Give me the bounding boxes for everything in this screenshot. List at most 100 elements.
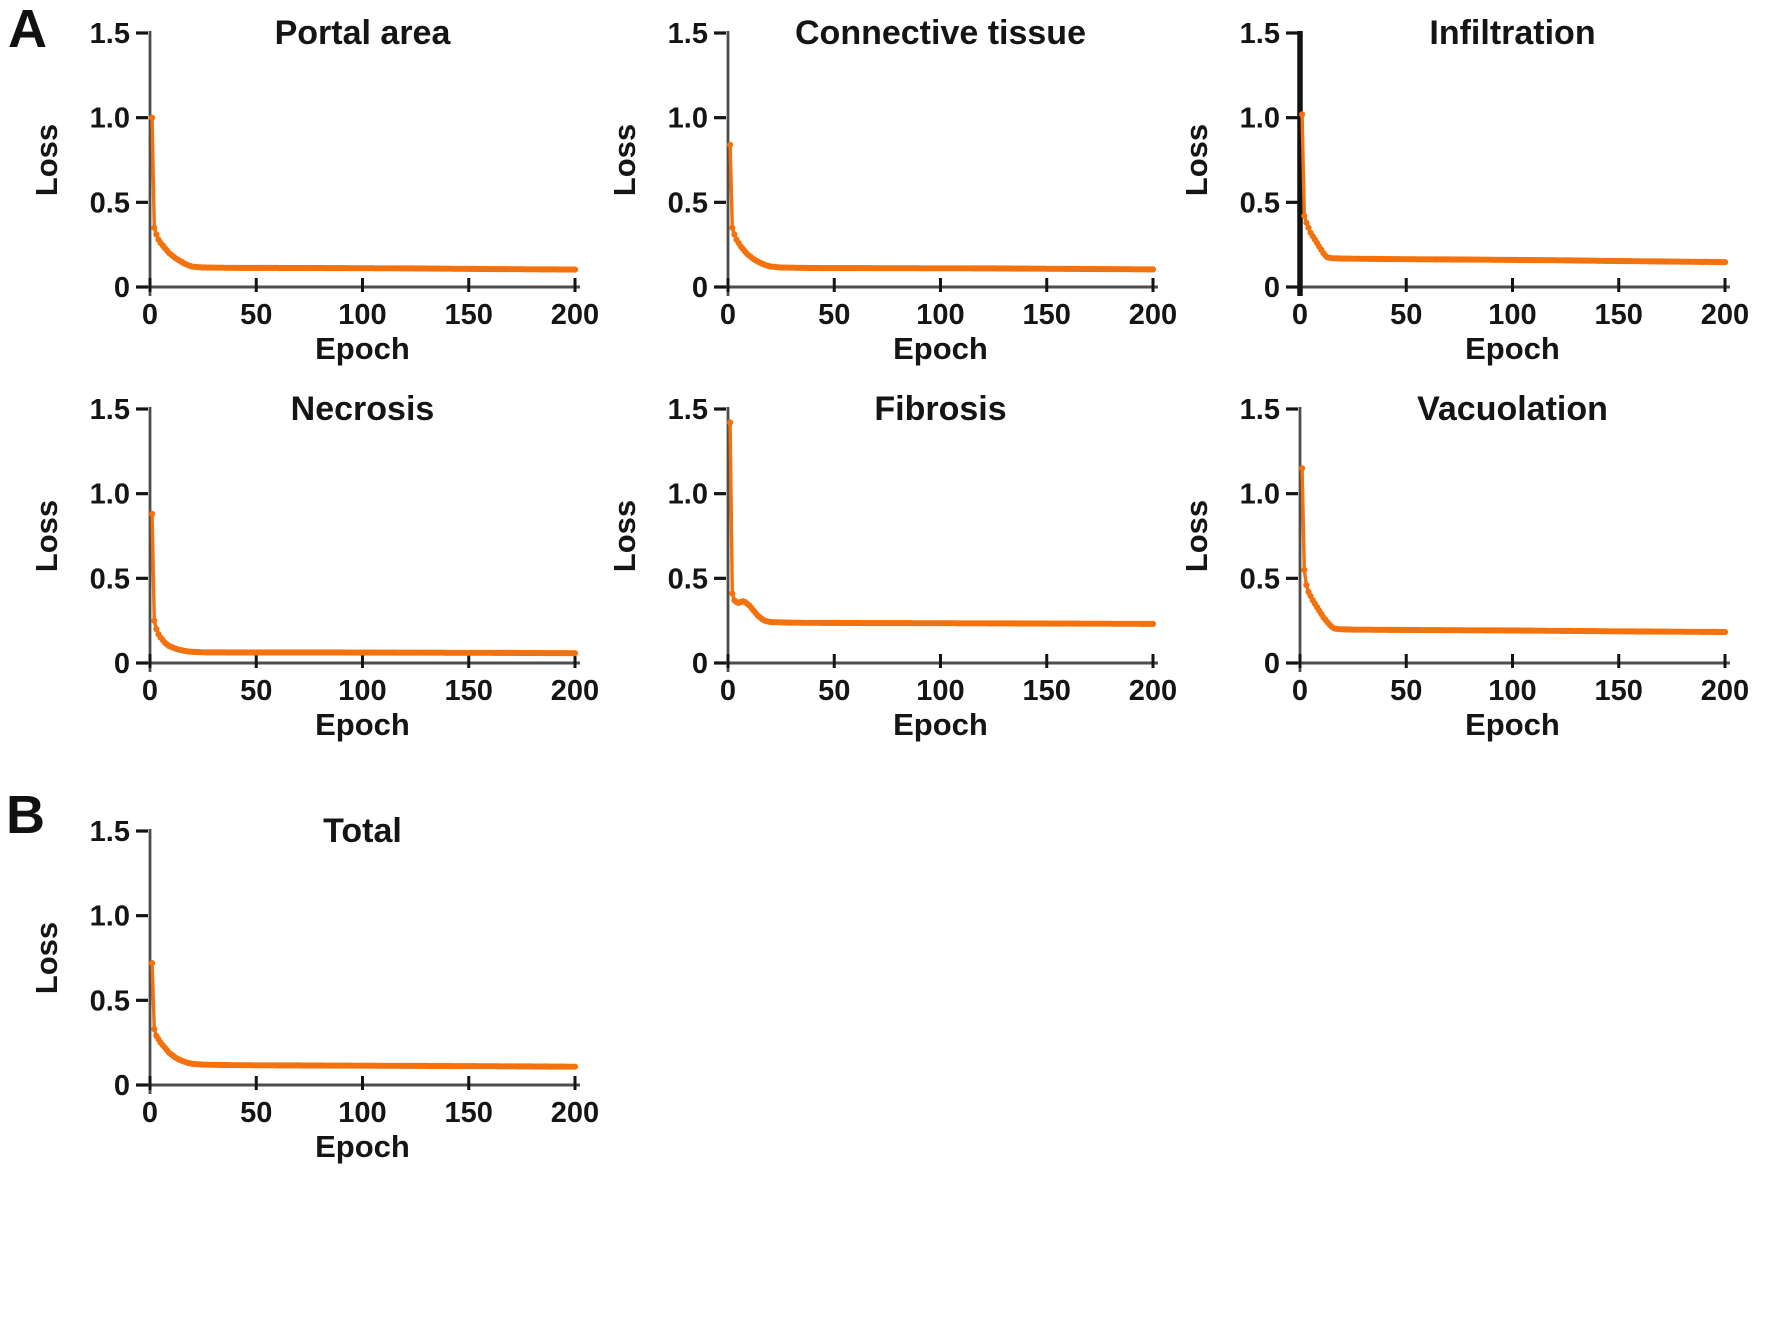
axes: 0 50 100 150 200 0 0.5 1.0 1.5 bbox=[1240, 394, 1750, 707]
y-tick-label: 0 bbox=[114, 272, 130, 304]
x-tick-label: 50 bbox=[240, 675, 272, 707]
x-tick-label: 50 bbox=[1390, 299, 1422, 331]
loss-line bbox=[150, 961, 577, 1069]
x-tick-label: 200 bbox=[1129, 299, 1177, 331]
loss-line bbox=[1300, 112, 1727, 264]
y-tick-label: 0 bbox=[692, 648, 708, 680]
y-tick-label: 1.0 bbox=[90, 479, 130, 511]
x-tick-label: 0 bbox=[720, 675, 736, 707]
y-tick-label: 0 bbox=[1264, 272, 1280, 304]
chart-title: Fibrosis bbox=[874, 390, 1006, 428]
x-tick-label: 0 bbox=[142, 1097, 158, 1129]
loss-line bbox=[728, 420, 1155, 626]
panel-b-label: B bbox=[6, 785, 45, 845]
x-tick-label: 0 bbox=[142, 299, 158, 331]
x-axis-label: Epoch bbox=[893, 331, 988, 366]
loss-series bbox=[149, 114, 579, 273]
y-axis-label: Loss bbox=[29, 500, 64, 572]
chart-title: Necrosis bbox=[291, 390, 435, 428]
x-tick-label: 100 bbox=[916, 675, 964, 707]
y-axis-label: Loss bbox=[607, 500, 642, 572]
y-tick-label: 1.5 bbox=[90, 394, 130, 426]
chart-infiltration: 0 50 100 150 200 0 0.5 1.0 1.5 Infiltration Epoch L… bbox=[1150, 0, 1770, 376]
loss-line bbox=[150, 512, 577, 655]
x-tick-label: 100 bbox=[338, 675, 386, 707]
y-tick-label: 0.5 bbox=[668, 563, 708, 595]
y-tick-label: 0.5 bbox=[90, 563, 130, 595]
chart-vacuolation: 0 50 100 150 200 0 0.5 1.0 1.5 Vacuolation Epoch Lo… bbox=[1150, 376, 1770, 752]
y-tick-label: 1.5 bbox=[668, 18, 708, 50]
axes: 0 50 100 150 200 0 0.5 1.0 1.5 bbox=[1240, 18, 1750, 331]
necrosis-plot: 0 50 100 150 200 0 0.5 1.0 1.5 Necrosis Epoch Loss bbox=[29, 390, 600, 742]
x-tick-label: 100 bbox=[1488, 675, 1536, 707]
x-tick-label: 0 bbox=[1292, 299, 1308, 331]
x-axis-label: Epoch bbox=[315, 1129, 410, 1164]
x-tick-label: 150 bbox=[1595, 675, 1643, 707]
y-tick-label: 1.0 bbox=[90, 901, 130, 933]
y-tick-label: 0 bbox=[114, 648, 130, 680]
y-tick-label: 0 bbox=[114, 1070, 130, 1102]
loss-series bbox=[727, 141, 1157, 273]
chart-title: Portal area bbox=[275, 14, 452, 52]
x-tick-label: 200 bbox=[551, 1097, 599, 1129]
y-axis-label: Loss bbox=[1179, 124, 1214, 196]
y-tick-label: 0 bbox=[1264, 648, 1280, 680]
x-axis-label: Epoch bbox=[315, 331, 410, 366]
y-tick-label: 0.5 bbox=[1240, 563, 1280, 595]
loss-series bbox=[149, 960, 579, 1070]
x-tick-label: 50 bbox=[818, 675, 850, 707]
y-axis-label: Loss bbox=[29, 922, 64, 994]
panel-a-label: A bbox=[8, 0, 47, 59]
axes: 0 50 100 150 200 0 0.5 1.0 1.5 bbox=[90, 394, 600, 707]
axes: 0 50 100 150 200 0 0.5 1.0 1.5 bbox=[668, 394, 1178, 707]
infiltration-plot: 0 50 100 150 200 0 0.5 1.0 1.5 Infiltration Epoch L… bbox=[1179, 14, 1750, 366]
y-axis-label: Loss bbox=[607, 124, 642, 196]
x-tick-label: 100 bbox=[1488, 299, 1536, 331]
x-tick-label: 0 bbox=[720, 299, 736, 331]
x-axis-label: Epoch bbox=[893, 707, 988, 742]
x-axis-label: Epoch bbox=[1465, 331, 1560, 366]
loss-series bbox=[149, 510, 579, 657]
total-plot: 0 50 100 150 200 0 0.5 1.0 1.5 Total Epoch Loss bbox=[29, 812, 600, 1164]
y-tick-label: 0 bbox=[692, 272, 708, 304]
chart-title: Infiltration bbox=[1429, 14, 1595, 52]
x-tick-label: 150 bbox=[1023, 675, 1071, 707]
loss-series bbox=[1299, 465, 1729, 636]
y-tick-label: 1.5 bbox=[1240, 394, 1280, 426]
y-tick-label: 1.0 bbox=[1240, 479, 1280, 511]
vacuolation-plot: 0 50 100 150 200 0 0.5 1.0 1.5 Vacuolation Epoch Lo… bbox=[1179, 390, 1750, 742]
y-axis-label: Loss bbox=[1179, 500, 1214, 572]
x-axis-label: Epoch bbox=[315, 707, 410, 742]
x-tick-label: 50 bbox=[818, 299, 850, 331]
y-tick-label: 1.0 bbox=[1240, 103, 1280, 135]
chart-necrosis: 0 50 100 150 200 0 0.5 1.0 1.5 Necrosis Epoch Loss bbox=[0, 376, 620, 752]
x-tick-label: 150 bbox=[445, 675, 493, 707]
x-tick-label: 100 bbox=[338, 299, 386, 331]
x-tick-label: 0 bbox=[142, 675, 158, 707]
x-tick-label: 0 bbox=[1292, 675, 1308, 707]
loss-line bbox=[728, 143, 1155, 272]
x-tick-label: 200 bbox=[551, 675, 599, 707]
chart-fibrosis: 0 50 100 150 200 0 0.5 1.0 1.5 Fibrosis Epoch Loss bbox=[578, 376, 1198, 752]
x-tick-label: 150 bbox=[1595, 299, 1643, 331]
chart-connective-tissue: 0 50 100 150 200 0 0.5 1.0 1.5 Connective tissue E… bbox=[578, 0, 1198, 376]
x-tick-label: 50 bbox=[1390, 675, 1422, 707]
chart-total: 0 50 100 150 200 0 0.5 1.0 1.5 Total Epoch Loss bbox=[0, 798, 620, 1174]
portal-area-plot: 0 50 100 150 200 0 0.5 1.0 1.5 Portal area Epoch Lo… bbox=[29, 14, 600, 366]
x-tick-label: 150 bbox=[445, 299, 493, 331]
x-tick-label: 200 bbox=[1701, 299, 1749, 331]
x-tick-label: 100 bbox=[916, 299, 964, 331]
y-tick-label: 0.5 bbox=[1240, 187, 1280, 219]
axes: 0 50 100 150 200 0 0.5 1.0 1.5 bbox=[90, 816, 600, 1129]
y-tick-label: 1.0 bbox=[668, 479, 708, 511]
loss-series bbox=[727, 419, 1157, 627]
y-tick-label: 1.5 bbox=[90, 18, 130, 50]
axes: 0 50 100 150 200 0 0.5 1.0 1.5 bbox=[90, 18, 600, 331]
y-tick-label: 0.5 bbox=[90, 187, 130, 219]
chart-title: Total bbox=[323, 812, 402, 850]
axes: 0 50 100 150 200 0 0.5 1.0 1.5 bbox=[668, 18, 1178, 331]
x-tick-label: 50 bbox=[240, 299, 272, 331]
loss-line bbox=[150, 116, 577, 272]
x-tick-label: 200 bbox=[1701, 675, 1749, 707]
